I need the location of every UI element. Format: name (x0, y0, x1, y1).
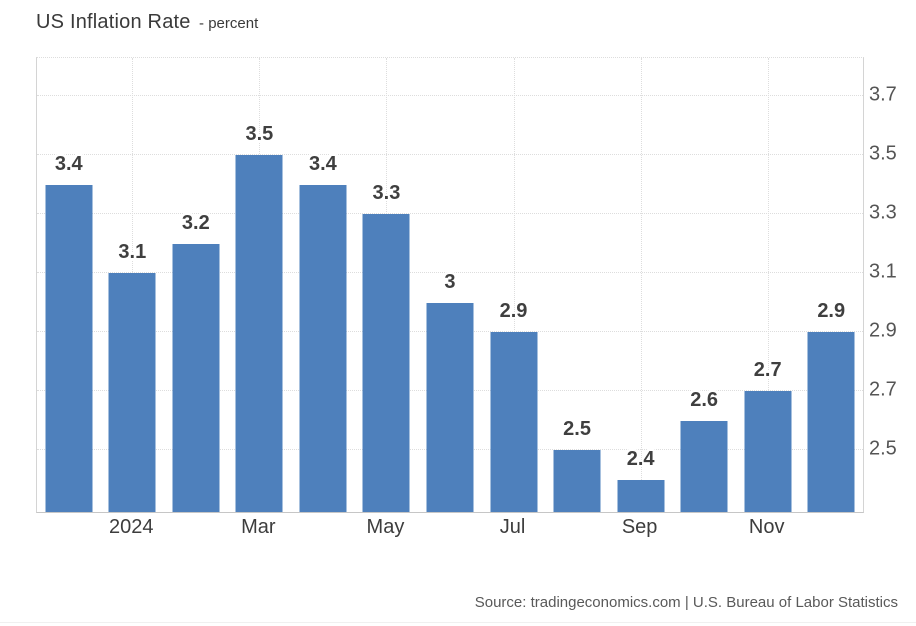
bar-value-label: 2.6 (690, 388, 719, 411)
bar-slot: 2.6 (672, 58, 736, 512)
h-gridline (37, 154, 863, 156)
bottom-divider (0, 622, 916, 623)
bar-slot: 3.1 (101, 58, 165, 512)
y-tick-label: 2.9 (869, 319, 897, 342)
bar-slot: 3.4 (291, 58, 355, 512)
bar[interactable] (744, 391, 792, 512)
bar[interactable] (45, 184, 93, 512)
bar[interactable] (172, 243, 220, 512)
bar-value-label: 3 (444, 270, 456, 293)
bar[interactable] (235, 155, 283, 512)
bar-value-label: 2.5 (563, 418, 591, 441)
y-tick-label: 2.7 (869, 378, 897, 401)
x-tick-label: Jul (499, 516, 526, 538)
bar-slot: 2.5 (545, 58, 609, 512)
bar[interactable] (680, 420, 728, 512)
chart-title: US Inflation Rate (36, 11, 191, 33)
bar-value-label: 3.5 (245, 123, 274, 146)
bar[interactable] (490, 332, 538, 512)
bar[interactable] (108, 273, 156, 512)
bar-value-label: 3.3 (372, 182, 401, 205)
bar-value-label: 2.9 (817, 300, 846, 323)
h-gridline (37, 272, 863, 274)
bar-slot: 3.2 (164, 58, 228, 512)
y-tick-label: 3.7 (869, 83, 897, 106)
source-credit: Source: tradingeconomics.com | U.S. Bure… (474, 594, 898, 611)
v-gridline (767, 58, 769, 512)
bar-value-label: 3.4 (54, 152, 83, 175)
x-tick-label: Nov (748, 516, 785, 538)
x-tick-label: Mar (241, 516, 276, 538)
v-gridline (640, 58, 642, 512)
bar[interactable] (617, 479, 665, 512)
bar[interactable] (362, 214, 410, 512)
bar-slot: 2.9 (482, 58, 546, 512)
x-tick-label: 2024 (109, 516, 154, 538)
bar-value-label: 2.7 (753, 359, 782, 382)
bar-value-label: 3.2 (181, 211, 210, 234)
x-tick-label: May (366, 516, 405, 538)
bar[interactable] (426, 302, 474, 512)
bar-value-label: 2.9 (499, 300, 528, 323)
bar-slot: 2.4 (609, 58, 673, 512)
bar-value-label: 2.4 (626, 447, 655, 470)
bar[interactable] (553, 450, 601, 512)
bar-slot: 3 (418, 58, 482, 512)
h-gridline (37, 95, 863, 97)
bar-slot: 3.3 (355, 58, 419, 512)
bar-value-label: 3.4 (309, 152, 337, 175)
y-tick-label: 3.5 (869, 142, 897, 165)
bar[interactable] (807, 332, 855, 512)
y-tick-label: 3.3 (869, 201, 897, 224)
bar-slot: 3.4 (37, 58, 101, 512)
plot-area: 3.4 3.1 3.2 3.5 3.4 3.3 3 2.9 2.5 2.4 2.6 2.7 2.9 (36, 57, 864, 513)
chart-subtitle: - percent (199, 15, 259, 32)
v-gridline (513, 58, 515, 512)
bar-slot: 2.9 (799, 58, 863, 512)
h-gridline (37, 213, 863, 215)
bar-slot: 2.7 (736, 58, 800, 512)
bar[interactable] (299, 184, 347, 512)
chart-header: US Inflation Rate - percent (36, 11, 258, 34)
bar-slot: 3.5 (228, 58, 292, 512)
y-tick-label: 2.5 (869, 437, 897, 460)
bar-value-label: 3.1 (118, 241, 147, 264)
y-tick-label: 3.1 (869, 260, 897, 283)
x-tick-label: Sep (621, 516, 658, 538)
